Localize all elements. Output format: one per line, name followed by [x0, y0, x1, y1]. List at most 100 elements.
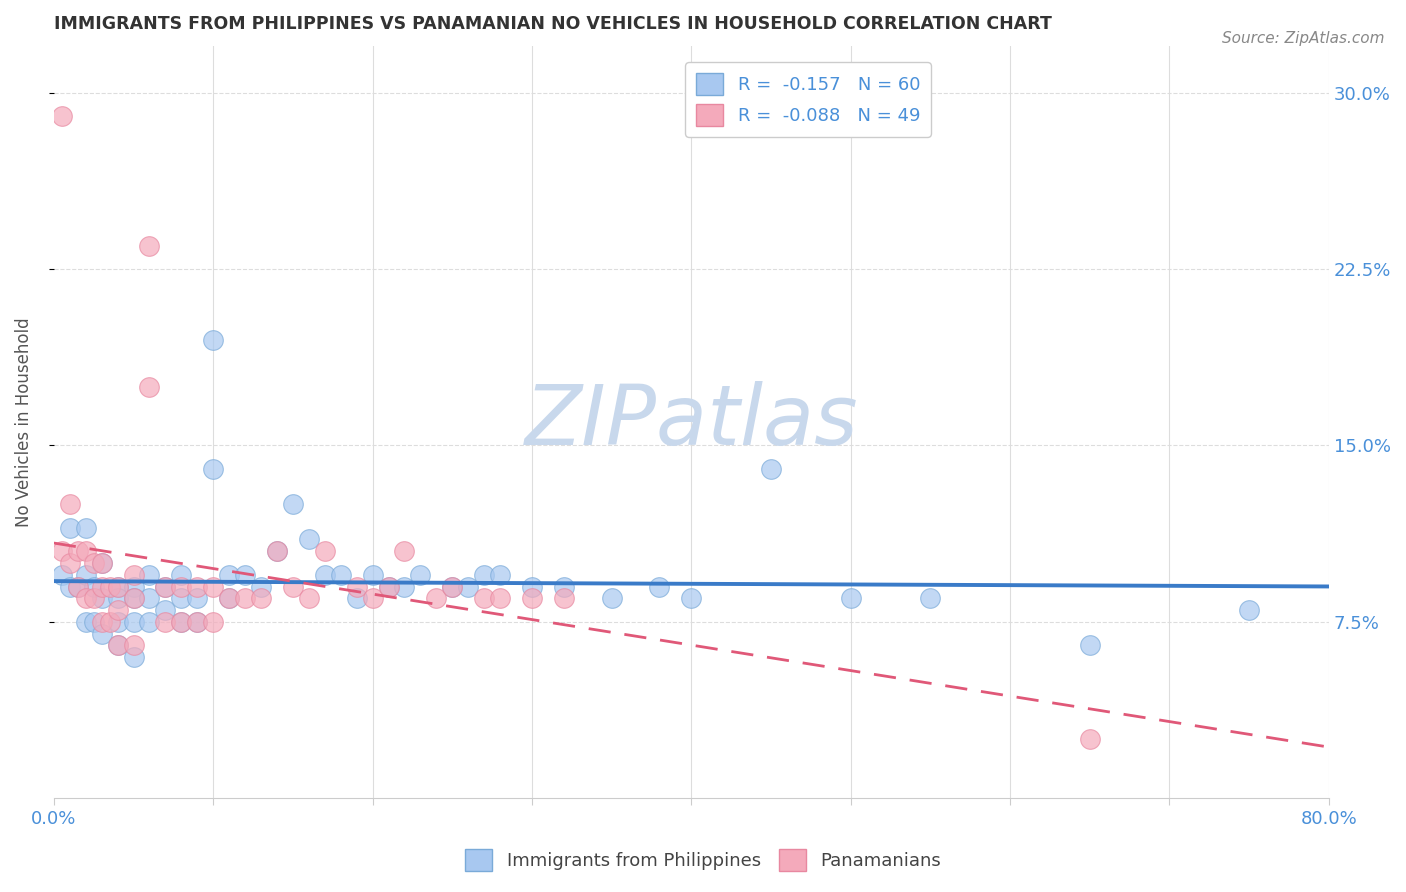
Point [441, 580, 464, 594]
Point [107, 580, 129, 594]
Point [394, 544, 416, 558]
Point [83, 615, 105, 629]
Point [489, 567, 512, 582]
Point [329, 567, 352, 582]
Point [520, 591, 543, 606]
Point [1078, 638, 1101, 652]
Point [90, 626, 112, 640]
Point [59, 556, 82, 570]
Point [59, 497, 82, 511]
Point [90, 556, 112, 570]
Point [155, 603, 177, 617]
Point [346, 580, 368, 594]
Text: Source: ZipAtlas.com: Source: ZipAtlas.com [1222, 31, 1385, 46]
Point [233, 591, 256, 606]
Point [66, 544, 89, 558]
Point [314, 567, 336, 582]
Point [66, 580, 89, 594]
Point [90, 591, 112, 606]
Point [186, 615, 208, 629]
Point [59, 580, 82, 594]
Point [202, 615, 225, 629]
Point [83, 591, 105, 606]
Point [170, 615, 193, 629]
Point [218, 591, 240, 606]
Point [90, 615, 112, 629]
Point [681, 591, 703, 606]
Point [553, 591, 575, 606]
Point [75, 615, 97, 629]
Point [122, 580, 145, 594]
Point [155, 615, 177, 629]
Point [75, 591, 97, 606]
Point [298, 591, 321, 606]
Point [75, 521, 97, 535]
Point [138, 238, 160, 252]
Point [457, 580, 479, 594]
Point [186, 580, 208, 594]
Point [122, 567, 145, 582]
Point [122, 615, 145, 629]
Point [250, 580, 273, 594]
Point [98, 615, 121, 629]
Point [600, 591, 623, 606]
Point [281, 580, 304, 594]
Point [186, 615, 208, 629]
Point [186, 591, 208, 606]
Point [138, 379, 160, 393]
Point [489, 591, 512, 606]
Point [138, 615, 160, 629]
Point [759, 462, 782, 476]
Point [361, 591, 384, 606]
Point [122, 650, 145, 665]
Point [233, 567, 256, 582]
Point [202, 333, 225, 347]
Point [425, 591, 447, 606]
Point [138, 567, 160, 582]
Legend: R =  -0.157   N = 60, R =  -0.088   N = 49: R = -0.157 N = 60, R = -0.088 N = 49 [685, 62, 931, 137]
Point [51, 109, 73, 123]
Point [202, 462, 225, 476]
Point [155, 580, 177, 594]
Point [107, 638, 129, 652]
Point [648, 580, 671, 594]
Point [1237, 603, 1260, 617]
Point [394, 580, 416, 594]
Legend: Immigrants from Philippines, Panamanians: Immigrants from Philippines, Panamanians [458, 842, 948, 879]
Point [218, 567, 240, 582]
Point [83, 580, 105, 594]
Point [51, 544, 73, 558]
Point [839, 591, 862, 606]
Point [75, 567, 97, 582]
Point [346, 591, 368, 606]
Point [1078, 732, 1101, 747]
Point [170, 580, 193, 594]
Point [107, 638, 129, 652]
Point [138, 591, 160, 606]
Point [170, 591, 193, 606]
Point [250, 591, 273, 606]
Point [520, 580, 543, 594]
Point [107, 580, 129, 594]
Point [314, 544, 336, 558]
Point [75, 544, 97, 558]
Point [377, 580, 399, 594]
Point [553, 580, 575, 594]
Point [107, 591, 129, 606]
Point [266, 544, 288, 558]
Point [472, 567, 495, 582]
Point [298, 533, 321, 547]
Point [122, 591, 145, 606]
Point [361, 567, 384, 582]
Point [409, 567, 432, 582]
Point [170, 567, 193, 582]
Point [155, 580, 177, 594]
Point [920, 591, 942, 606]
Point [122, 638, 145, 652]
Point [202, 580, 225, 594]
Point [66, 580, 89, 594]
Y-axis label: No Vehicles in Household: No Vehicles in Household [15, 317, 32, 526]
Point [281, 497, 304, 511]
Point [51, 567, 73, 582]
Point [122, 591, 145, 606]
